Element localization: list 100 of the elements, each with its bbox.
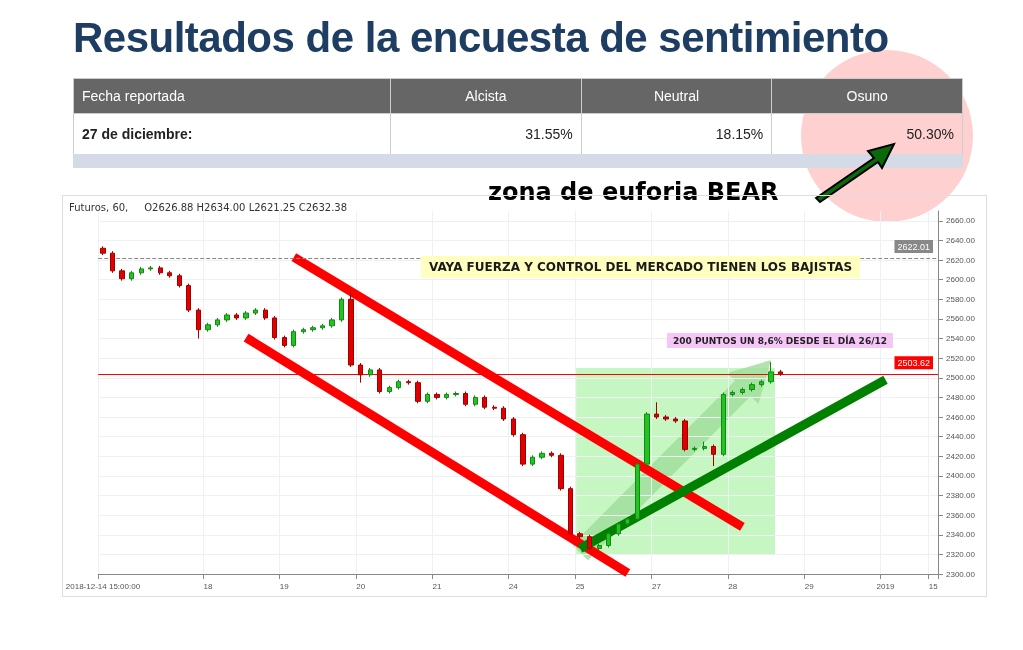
data-label: 31.55% xyxy=(390,113,582,155)
y-tick-label: 2620.00 xyxy=(946,255,976,265)
candlestick xyxy=(253,307,258,316)
candlestick xyxy=(654,401,659,420)
candlestick xyxy=(663,414,669,422)
candlestick xyxy=(377,367,382,394)
y-tick-label: 2640.00 xyxy=(946,235,976,245)
candlestick xyxy=(387,385,392,394)
candlestick xyxy=(473,394,478,407)
candlestick xyxy=(186,283,191,313)
ref-line-label: 2503.62 xyxy=(897,357,930,368)
candlestick xyxy=(368,367,373,378)
x-tick-label: 25 xyxy=(575,581,586,591)
candlestick xyxy=(329,317,335,329)
candlestick xyxy=(215,317,220,328)
text: Fecha reportada xyxy=(73,78,391,114)
candlestick xyxy=(406,379,411,386)
candlestick xyxy=(644,411,650,467)
candlestick xyxy=(100,245,106,256)
candlestick xyxy=(721,392,726,457)
y-tick-label: 2480.00 xyxy=(946,392,976,402)
x-tick-label: 2019 xyxy=(876,581,895,591)
y-tick-label: 2580.00 xyxy=(946,294,976,304)
candlestick xyxy=(425,392,430,404)
x-tick-label: 28 xyxy=(728,581,738,591)
candlestick xyxy=(558,452,564,492)
y-tick-label: 2320.00 xyxy=(946,549,976,559)
candlestick xyxy=(129,270,134,282)
candlestick xyxy=(320,323,325,331)
candlestick xyxy=(702,441,707,451)
y-tick-label: 2360.00 xyxy=(946,510,976,520)
candlestick xyxy=(597,543,602,551)
candlestick xyxy=(673,416,678,424)
candlestick xyxy=(415,380,421,404)
ref-line-label: 2622.01 xyxy=(897,241,930,252)
y-tick-label: 2520.00 xyxy=(946,353,976,363)
candlestick xyxy=(625,516,630,527)
candlestick xyxy=(482,394,487,410)
candlestick xyxy=(682,418,688,452)
y-tick-label: 2400.00 xyxy=(946,471,976,481)
category-label: Osuno xyxy=(771,78,963,114)
candlestick xyxy=(110,250,115,274)
y-tick-label: 2380.00 xyxy=(946,491,976,501)
candlestick xyxy=(711,444,716,467)
x-tick-label: 15 xyxy=(928,581,939,591)
y-tick-label: 2440.00 xyxy=(946,432,976,442)
candlestick xyxy=(568,486,573,537)
candlestick xyxy=(291,329,296,348)
candlestick xyxy=(692,445,697,452)
candlestick xyxy=(444,392,449,400)
candlestick xyxy=(158,265,163,276)
y-tick-label: 2460.00 xyxy=(946,412,976,422)
candlestick xyxy=(167,270,172,279)
text: 27 de diciembre: xyxy=(73,113,391,155)
candlestick xyxy=(282,335,287,348)
data-label: 50.30% xyxy=(771,113,963,155)
x-tick-label: 19 xyxy=(279,581,290,591)
category-label: Neutral xyxy=(581,78,772,114)
y-tick-label: 2500.00 xyxy=(946,373,976,383)
candlestick xyxy=(539,450,545,460)
candlestick xyxy=(224,312,230,323)
candlestick xyxy=(768,361,774,385)
x-tick-label: 18 xyxy=(203,581,213,591)
candlestick xyxy=(301,327,306,335)
x-tick-label: 20 xyxy=(356,581,366,591)
candlestick xyxy=(616,521,621,537)
candlestick xyxy=(530,454,535,467)
candlestick xyxy=(749,382,755,393)
candlestick xyxy=(310,325,316,333)
y-tick-label: 2300.00 xyxy=(946,569,976,579)
candlestick xyxy=(730,390,735,397)
candlestick xyxy=(434,392,440,400)
y-tick-label: 2420.00 xyxy=(946,451,976,461)
candlestick xyxy=(501,405,506,422)
candlestick xyxy=(358,362,363,384)
candlestick xyxy=(139,266,144,276)
candlestick xyxy=(196,307,201,340)
x-tick-label: 27 xyxy=(652,581,662,591)
candlestick xyxy=(463,391,468,407)
candlestick xyxy=(177,273,182,289)
candlestick xyxy=(339,296,344,323)
candlestick xyxy=(520,432,526,467)
y-tick-label: 2600.00 xyxy=(946,275,976,285)
chart-title: Futuros, 60, O2626.88 H2634.00 L2621.25 C2632.38 xyxy=(69,201,348,213)
candlestick xyxy=(778,369,783,377)
annotation: VAYA FUERZA Y CONTROL DEL MERCADO TIENEN LOS BAJISTAS xyxy=(429,260,853,274)
candlestick xyxy=(263,307,268,321)
candlestick xyxy=(740,387,745,395)
candlestick xyxy=(243,310,249,321)
candlestick xyxy=(396,379,401,391)
category-label: Alcista xyxy=(390,78,582,114)
text: Resultados de la encuesta de sentimiento xyxy=(73,14,889,62)
candlestick xyxy=(759,379,764,388)
candlestick xyxy=(511,416,516,438)
data-label: 18.15% xyxy=(581,113,772,155)
x-tick-label: 2018-12-14 15:00:00 xyxy=(65,581,141,591)
y-tick-label: 2660.00 xyxy=(946,216,976,226)
candlestick xyxy=(148,265,153,272)
x-tick-label: 24 xyxy=(508,581,519,591)
candlestick xyxy=(272,315,277,341)
